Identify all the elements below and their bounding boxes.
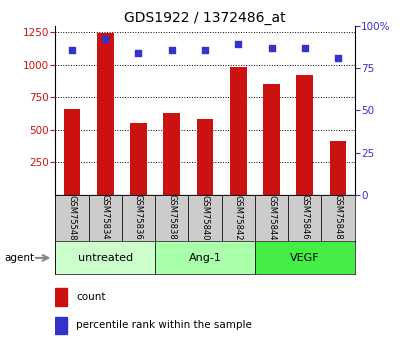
Point: [135, 50, 142, 56]
Bar: [55, 317, 67, 334]
Bar: [288, 195, 321, 242]
Bar: [329, 141, 346, 195]
Text: VEGF: VEGF: [289, 253, 319, 263]
Bar: [63, 109, 80, 195]
Text: untreated: untreated: [77, 253, 133, 263]
Bar: [130, 124, 146, 195]
Bar: [254, 195, 288, 242]
Bar: [97, 33, 113, 195]
Point: [168, 47, 175, 52]
Point: [69, 47, 75, 52]
Text: count: count: [76, 292, 106, 302]
Point: [201, 47, 208, 52]
Text: GSM75548: GSM75548: [67, 195, 76, 240]
Bar: [163, 113, 180, 195]
Bar: [296, 75, 312, 195]
Bar: [321, 195, 354, 242]
Point: [334, 55, 340, 61]
Bar: [55, 195, 88, 242]
Text: GSM75834: GSM75834: [101, 195, 110, 240]
Point: [234, 42, 241, 47]
Text: agent: agent: [4, 253, 34, 263]
Bar: [55, 241, 155, 274]
Text: GSM75838: GSM75838: [167, 194, 176, 240]
Text: GSM75836: GSM75836: [134, 194, 143, 240]
Text: GSM75846: GSM75846: [299, 195, 308, 240]
Bar: [254, 241, 354, 274]
Text: GSM75844: GSM75844: [266, 195, 275, 240]
Bar: [263, 84, 279, 195]
Text: GSM75842: GSM75842: [233, 195, 242, 240]
Text: percentile rank within the sample: percentile rank within the sample: [76, 321, 252, 331]
Bar: [221, 195, 254, 242]
Point: [102, 37, 108, 42]
Bar: [155, 241, 254, 274]
Text: GSM75840: GSM75840: [200, 195, 209, 240]
Bar: [188, 195, 221, 242]
Bar: [88, 195, 121, 242]
Point: [301, 45, 307, 51]
Bar: [121, 195, 155, 242]
Bar: [196, 119, 213, 195]
Bar: [229, 68, 246, 195]
Text: GSM75848: GSM75848: [333, 195, 342, 240]
Point: [267, 45, 274, 51]
Text: Ang-1: Ang-1: [188, 253, 221, 263]
Bar: [155, 195, 188, 242]
Bar: [55, 288, 67, 306]
Title: GDS1922 / 1372486_at: GDS1922 / 1372486_at: [124, 11, 285, 25]
